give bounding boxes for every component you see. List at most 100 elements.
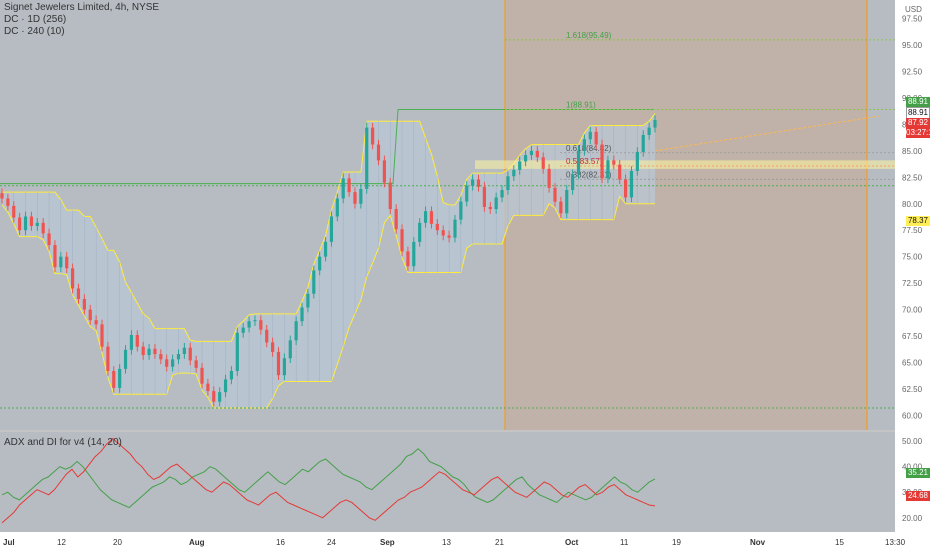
candle-body: [612, 160, 616, 165]
candle-body: [94, 320, 98, 325]
candle-body: [635, 151, 639, 171]
indicator-dc-1d-label[interactable]: DC · 1D (256): [4, 14, 67, 25]
price-tick-label: 80.00: [902, 200, 923, 209]
candle-body: [447, 235, 451, 238]
price-badge-last: 87.92: [906, 118, 930, 128]
candle-body: [106, 346, 110, 371]
time-axis-label: 24: [327, 538, 336, 547]
candle-body: [618, 164, 622, 180]
candle-body: [29, 216, 34, 226]
candle-body: [41, 222, 45, 234]
price-badge-countdown: 03:27:18: [906, 128, 932, 138]
candle-body: [188, 347, 192, 361]
price-tick-label: 85.00: [902, 147, 923, 156]
candle-body: [641, 134, 645, 152]
time-axis-label: Jul: [3, 538, 15, 547]
candle-body: [265, 329, 269, 343]
di-minus-line: [1, 437, 656, 524]
price-tick-label: 65.00: [902, 359, 923, 368]
candle-body: [0, 193, 4, 199]
candle-body: [388, 182, 392, 210]
candle-body: [394, 209, 398, 230]
candle-body: [76, 288, 81, 300]
candle-body: [300, 307, 304, 322]
candle-body: [353, 192, 357, 204]
candle-body: [135, 334, 139, 347]
candle-body: [594, 131, 598, 145]
candle-body: [412, 241, 416, 267]
candle-body: [418, 222, 422, 242]
indicator-adx-label[interactable]: ADX and DI for v4 (14, 20): [4, 437, 122, 448]
candle-body: [441, 230, 445, 236]
candle-body: [523, 155, 528, 162]
candle-body: [500, 190, 504, 198]
time-axis-label: Aug: [189, 538, 205, 547]
candle-body: [206, 383, 210, 392]
candle-body: [141, 346, 145, 356]
candle-body: [329, 216, 334, 242]
candle-body: [53, 245, 57, 268]
candle-body: [400, 229, 404, 252]
price-tick-label: 72.50: [902, 279, 923, 288]
candle-body: [318, 256, 322, 271]
candle-body: [571, 174, 575, 191]
candle-body: [582, 139, 587, 151]
indicator-tick-label: 20.00: [902, 514, 923, 523]
candle-body: [482, 186, 486, 207]
candle-body: [547, 168, 551, 188]
price-tick-label: 95.00: [902, 41, 923, 50]
candle-body: [465, 185, 469, 202]
candle-body: [88, 309, 92, 321]
candle-body: [529, 150, 534, 156]
candle-body: [359, 188, 363, 204]
candle-body: [382, 160, 386, 183]
candle-body: [223, 379, 228, 393]
price-tick-label: 62.50: [902, 385, 923, 394]
candle-body: [288, 340, 292, 359]
candle-body: [453, 219, 457, 238]
price-tick-label: 67.50: [902, 332, 923, 341]
fib-label: 1(88.91): [566, 100, 596, 109]
candle-body: [118, 368, 122, 388]
indicator-tick-label: 50.00: [902, 437, 923, 446]
candle-body: [541, 157, 545, 169]
indicator-plot-background: [0, 432, 895, 532]
candle-body: [588, 131, 592, 140]
candle-body: [123, 349, 128, 369]
price-tick-label: 82.50: [902, 173, 923, 182]
time-axis-label: Nov: [750, 538, 766, 547]
donchian-upper-line: [2, 113, 656, 342]
candle-body: [23, 216, 28, 231]
candle-body: [112, 370, 116, 388]
candle-body: [306, 293, 310, 308]
candle-body: [276, 351, 281, 376]
donchian-lower-line: [1, 195, 655, 409]
candle-body: [494, 197, 498, 210]
price-tick-label: 97.50: [902, 15, 923, 24]
candle-body: [341, 178, 345, 199]
indicator-tick-label: 40.00: [902, 463, 923, 472]
indicator-dc-240-label[interactable]: DC · 240 (10): [4, 26, 65, 37]
time-axis-label: 19: [672, 538, 681, 547]
time-axis-label: 13:30: [885, 538, 906, 547]
candle-body: [241, 327, 245, 333]
candle-body: [429, 211, 434, 224]
symbol-title[interactable]: Signet Jewelers Limited, 4h, NYSE: [4, 2, 160, 13]
candle-body: [629, 170, 634, 198]
indicator-badge-green: 35.21: [906, 468, 930, 478]
candle-body: [194, 360, 198, 368]
time-axis-label: Oct: [565, 538, 579, 547]
candle-body: [423, 211, 428, 223]
candle-body: [253, 320, 257, 322]
time-axis-label: 16: [276, 538, 285, 547]
projection-line: [654, 115, 881, 152]
candle-body: [576, 150, 581, 175]
candle-body: [35, 222, 39, 226]
fib-label: 0.618(84.82): [566, 144, 612, 153]
price-tick-label: 60.00: [902, 411, 923, 420]
time-axis-label: 20: [113, 538, 122, 547]
candle-body: [129, 334, 134, 350]
candle-body: [147, 348, 151, 356]
fib-label: 1.618(95.49): [566, 31, 612, 40]
